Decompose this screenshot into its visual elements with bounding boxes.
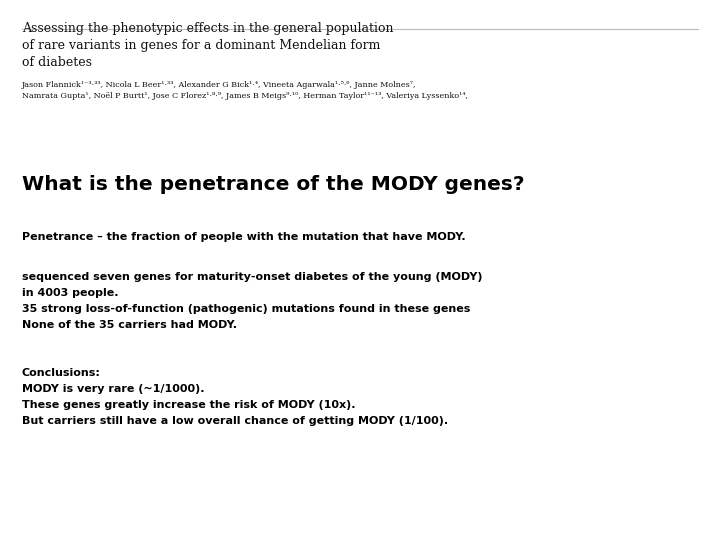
Text: of rare variants in genes for a dominant Mendelian form: of rare variants in genes for a dominant… [22,39,380,52]
Text: But carriers still have a low overall chance of getting MODY (1/100).: But carriers still have a low overall ch… [22,416,448,426]
Text: MODY is very rare (~1/1000).: MODY is very rare (~1/1000). [22,384,204,394]
Text: These genes greatly increase the risk of MODY (10x).: These genes greatly increase the risk of… [22,400,356,410]
Text: Jason Flannick¹⁻³·³³, Nicola L Beer¹·³³, Alexander G Bick¹·⁴, Vineeta Agarwala¹·: Jason Flannick¹⁻³·³³, Nicola L Beer¹·³³,… [22,81,416,89]
Text: Penetrance – the fraction of people with the mutation that have MODY.: Penetrance – the fraction of people with… [22,232,466,242]
Text: What is the penetrance of the MODY genes?: What is the penetrance of the MODY genes… [22,175,524,194]
Text: of diabetes: of diabetes [22,56,92,69]
Text: 35 strong loss-of-function (pathogenic) mutations found in these genes: 35 strong loss-of-function (pathogenic) … [22,304,470,314]
Text: None of the 35 carriers had MODY.: None of the 35 carriers had MODY. [22,320,237,330]
Text: Namrata Gupta¹, Noël P Burtt¹, Jose C Florez¹·⁸·⁹, James B Meigs⁹·¹⁰, Herman Tay: Namrata Gupta¹, Noël P Burtt¹, Jose C Fl… [22,92,468,100]
Text: sequenced seven genes for maturity-onset diabetes of the young (MODY): sequenced seven genes for maturity-onset… [22,272,482,282]
Text: Assessing the phenotypic effects in the general population: Assessing the phenotypic effects in the … [22,22,394,35]
Text: in 4003 people.: in 4003 people. [22,288,119,298]
Text: Conclusions:: Conclusions: [22,368,101,378]
